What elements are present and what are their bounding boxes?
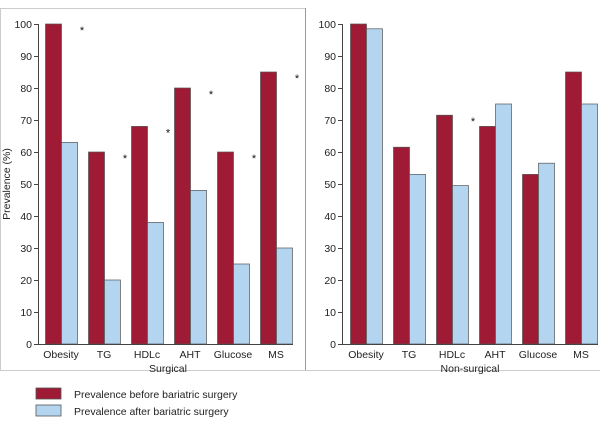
y-tick-label: 20	[20, 275, 32, 287]
legend-label-before: Prevalence before bariatric surgery	[74, 389, 238, 401]
significance-marker: *	[166, 127, 171, 139]
y-tick-label: 60	[324, 147, 336, 159]
x-tick-label: AHT	[180, 349, 202, 361]
bar-before-ms	[565, 71, 582, 345]
y-tick-label: 70	[324, 115, 336, 127]
bar-after-tg	[104, 279, 121, 345]
y-tick-label: 30	[20, 243, 32, 255]
bar-after-glucose	[233, 263, 250, 345]
legend-swatch-before	[35, 387, 62, 400]
y-tick-label: 80	[324, 83, 336, 95]
bar-after-obesity	[366, 28, 383, 345]
bar-after-hdlc	[147, 222, 164, 345]
y-tick-label: 60	[20, 147, 32, 159]
bar-after-aht	[190, 190, 207, 345]
legend-label-after: Prevalence after bariatric surgery	[74, 406, 229, 418]
bar-after-obesity	[61, 142, 78, 345]
y-tick-label: 40	[324, 211, 336, 223]
significance-marker: *	[471, 116, 476, 128]
y-tick-label: 40	[20, 211, 32, 223]
x-tick-label: Glucose	[519, 349, 558, 361]
bar-before-aht	[174, 87, 191, 345]
bar-before-obesity	[45, 23, 62, 345]
surgical-chart: * Obesity * TG * HDLc * AHT * Glucose * MS 0 10 20 30 40…	[14, 19, 299, 361]
y-tick-label: 80	[20, 83, 32, 95]
significance-marker: *	[80, 25, 85, 37]
y-axis-title: Prevalence (%)	[1, 148, 13, 220]
bar-before-aht	[479, 126, 496, 345]
bar-after-tg	[409, 174, 426, 345]
y-tick-label: 20	[324, 275, 336, 287]
y-tick-label: 50	[324, 179, 336, 191]
significance-marker: *	[295, 73, 300, 85]
bar-after-ms	[581, 103, 598, 345]
bar-after-aht	[495, 103, 512, 345]
y-tick-label: 50	[20, 179, 32, 191]
significance-marker: *	[209, 89, 214, 101]
x-tick-label: MS	[573, 349, 589, 361]
y-tick-label: 100	[318, 19, 336, 31]
x-tick-label: HDLc	[134, 349, 160, 361]
legend-swatch-after	[35, 404, 62, 417]
bar-after-glucose	[538, 162, 555, 345]
bar-before-tg	[88, 151, 105, 345]
x-tick-label: TG	[97, 349, 112, 361]
bar-before-ms	[260, 71, 277, 345]
x-axis-title-non-surgical: Non-surgical	[441, 363, 500, 375]
x-tick-label: MS	[268, 349, 284, 361]
y-tick-label: 10	[20, 307, 32, 319]
significance-marker: *	[123, 153, 128, 165]
y-tick-label: 70	[20, 115, 32, 127]
x-axis-title-surgical: Surgical	[149, 363, 187, 375]
bar-before-tg	[393, 146, 410, 345]
y-tick-label: 90	[20, 51, 32, 63]
bar-after-hdlc	[452, 185, 469, 345]
legend: Prevalence before bariatric surgery Prev…	[35, 387, 238, 418]
bar-after-ms	[276, 247, 293, 345]
x-tick-label: AHT	[485, 349, 507, 361]
bar-before-obesity	[350, 23, 367, 345]
x-tick-label: TG	[402, 349, 417, 361]
y-tick-label: 100	[14, 19, 32, 31]
x-tick-label: Obesity	[43, 349, 79, 361]
y-tick-label: 90	[324, 51, 336, 63]
non-surgical-chart: ObesityTG*HDLcAHTGlucose*MS0102030405060…	[318, 19, 600, 361]
x-tick-label: Glucose	[214, 349, 253, 361]
significance-marker: *	[252, 153, 257, 165]
bar-before-glucose	[217, 151, 234, 345]
y-tick-label: 10	[324, 307, 336, 319]
bar-before-hdlc	[131, 126, 148, 345]
x-tick-label: Obesity	[348, 349, 384, 361]
y-tick-label: 30	[324, 243, 336, 255]
x-tick-label: HDLc	[439, 349, 465, 361]
y-tick-label: 0	[330, 339, 336, 351]
y-tick-label: 0	[26, 339, 32, 351]
bar-before-hdlc	[436, 114, 453, 345]
bar-before-glucose	[522, 174, 539, 345]
